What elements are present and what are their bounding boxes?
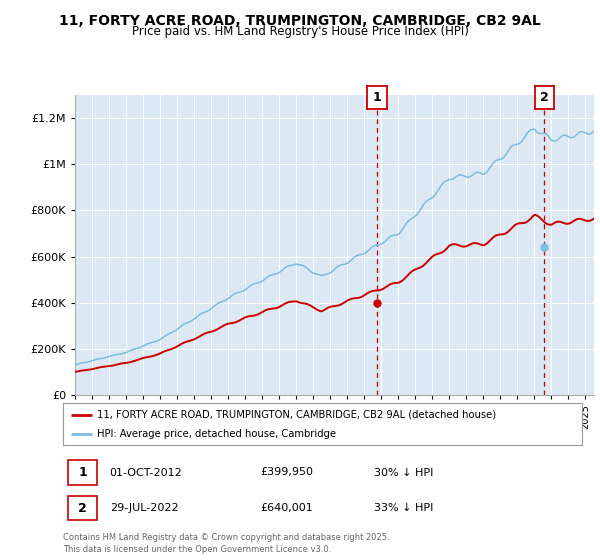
Text: 11, FORTY ACRE ROAD, TRUMPINGTON, CAMBRIDGE, CB2 9AL: 11, FORTY ACRE ROAD, TRUMPINGTON, CAMBRI… <box>59 14 541 28</box>
Text: Contains HM Land Registry data © Crown copyright and database right 2025.
This d: Contains HM Land Registry data © Crown c… <box>63 533 389 554</box>
Text: 29-JUL-2022: 29-JUL-2022 <box>110 503 178 513</box>
Text: 30% ↓ HPI: 30% ↓ HPI <box>374 468 434 478</box>
FancyBboxPatch shape <box>68 496 97 520</box>
Text: 1: 1 <box>373 91 382 104</box>
Text: 2: 2 <box>540 91 548 104</box>
Text: £399,950: £399,950 <box>260 468 313 478</box>
Text: 11, FORTY ACRE ROAD, TRUMPINGTON, CAMBRIDGE, CB2 9AL (detached house): 11, FORTY ACRE ROAD, TRUMPINGTON, CAMBRI… <box>97 409 496 419</box>
Text: £640,001: £640,001 <box>260 503 313 513</box>
Text: Price paid vs. HM Land Registry's House Price Index (HPI): Price paid vs. HM Land Registry's House … <box>131 25 469 38</box>
Text: 33% ↓ HPI: 33% ↓ HPI <box>374 503 434 513</box>
Text: 1: 1 <box>79 466 87 479</box>
FancyBboxPatch shape <box>68 460 97 484</box>
Text: 2: 2 <box>79 502 87 515</box>
Text: HPI: Average price, detached house, Cambridge: HPI: Average price, detached house, Camb… <box>97 429 336 439</box>
Text: 01-OCT-2012: 01-OCT-2012 <box>110 468 182 478</box>
